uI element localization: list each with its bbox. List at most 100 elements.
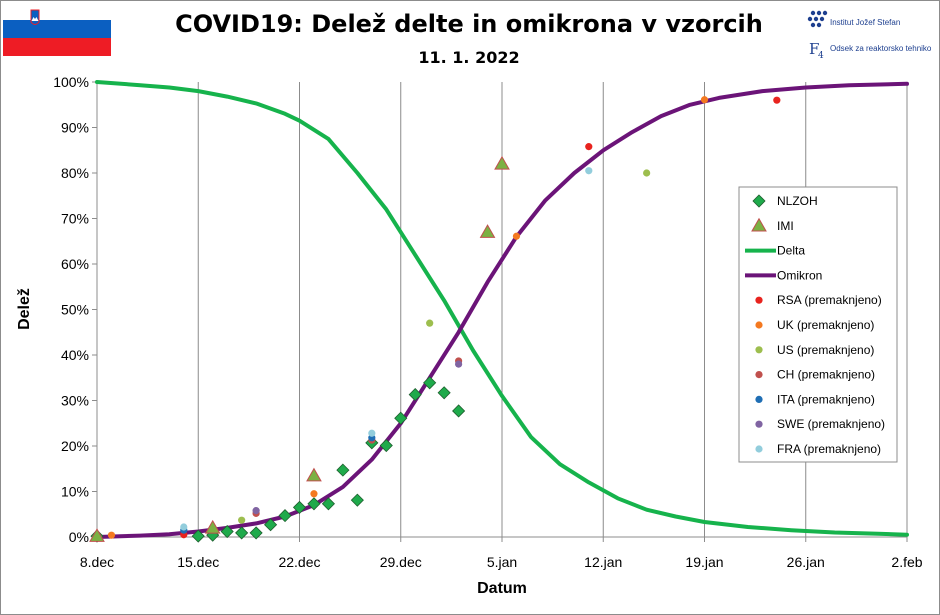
nlzoh-point [394,411,408,425]
ijs-logo-dots-icon [807,10,828,28]
legend-swatch-nlzoh [752,194,766,208]
x-tick-label: 15.dec [177,554,219,570]
x-tick-label: 12.jan [584,554,622,570]
legend-swatch-fra-premaknjeno [755,445,763,453]
nlzoh-point [292,500,307,514]
legend-label-ch-premaknjeno: CH (premaknjeno) [777,368,875,382]
flag-blue-stripe [3,20,111,38]
imi-point [204,519,221,534]
y-tick-label: 70% [61,211,89,227]
flag-white-stripe [3,3,111,20]
y-tick-label: 50% [61,302,89,318]
y-tick-label: 40% [61,347,89,363]
legend-box [738,186,898,463]
legend-swatch-rsa-premaknjeno [755,296,763,304]
x-tick-label: 26.jan [787,554,825,570]
chart-title: COVID19: Delež delte in omikrona v vzorc… [175,10,763,38]
y-tick-label: 90% [61,120,89,136]
uk-premaknjeno-point [310,490,318,498]
y-tick-label: 30% [61,393,89,409]
fra-premaknjeno-point [368,429,376,437]
legend-label-imi: IMI [777,219,794,233]
x-axis-title: Datum [477,580,527,597]
legend-swatch-ch-premaknjeno [755,371,763,379]
x-tick-labels: 8.dec 15.dec 22.dec 29.dec 5.jan 12.jan 19.jan… [80,554,923,570]
x-tick-label: 29.dec [380,554,422,570]
x-tick-label: 22.dec [278,554,320,570]
legend-label-fra-premaknjeno: FRA (premaknjeno) [777,442,881,456]
y-tick-label: 20% [61,438,89,454]
legend-label-rsa-premaknjeno: RSA (premaknjeno) [777,293,882,307]
x-tick-label: 19.jan [685,554,723,570]
f4-logo-text: Odsek za reaktorsko tehniko [830,44,932,53]
legend-label-us-premaknjeno: US (premaknjeno) [777,343,874,357]
legend-label-uk-premaknjeno: UK (premaknjeno) [777,318,874,332]
x-tick-label: 5.jan [487,554,517,570]
nlzoh-point [379,438,393,453]
f4-logo-icon-sub: 4 [818,51,824,61]
swe-premaknjeno-point [252,507,260,515]
nlzoh-point [235,526,249,540]
legend: NLZOH IMI Delta Omikron RSA (premaknjeno) UK … [738,186,898,463]
rsa-premaknjeno-point [585,143,593,151]
series-markers [89,96,781,543]
rsa-premaknjeno-point [773,96,781,104]
imi-point [494,155,510,170]
imi-point [306,467,322,482]
nlzoh-point [437,386,451,400]
legend-swatch-uk-premaknjeno [755,321,763,329]
nlzoh-point [350,493,364,507]
nlzoh-point [278,509,292,523]
fra-premaknjeno-point [180,523,188,531]
nlzoh-point [307,497,321,511]
y-tick-label: 10% [61,484,89,500]
delta-line [95,80,909,537]
nlzoh-point [249,526,263,540]
y-axis-title: Delež [16,288,33,330]
ijs-logo-text: Institut Jožef Stefan [830,18,900,27]
legend-swatch-swe-premaknjeno [755,420,763,428]
nlzoh-point [408,388,422,402]
us-premaknjeno-point [426,319,434,327]
slovenia-flag-icon [3,3,111,56]
nlzoh-point [452,404,466,418]
fra-premaknjeno-point [585,167,593,175]
legend-swatch-ita-premaknjeno [755,395,763,403]
f4-logo-icon: F [809,40,819,58]
nlzoh-point [336,463,350,477]
imi-point [479,224,496,238]
uk-premaknjeno-point [512,232,521,240]
flag-triglav [31,17,39,21]
nlzoh-point [264,518,278,532]
f4-logo: F 4 Odsek za reaktorsko tehniko [809,40,932,61]
legend-label-nlzoh: NLZOH [777,194,818,208]
nlzoh-point [321,497,335,511]
y-tick-label: 0% [69,529,89,545]
legend-label-ita-premaknjeno: ITA (premaknjeno) [777,392,875,406]
us-premaknjeno-point [238,516,246,524]
nlzoh-point [191,529,205,543]
omikron-line [95,81,909,539]
flag-red-stripe [3,38,111,56]
uk-premaknjeno-point [700,96,709,104]
y-tick-labels: 0% 10% 20% 30% 40% 50% 60% 70% 80% 90% 100% [53,74,89,545]
x-tick-label: 8.dec [80,554,114,570]
nlzoh-point [423,376,437,390]
swe-premaknjeno-point [455,360,463,368]
ijs-logo: Institut Jožef Stefan [807,10,900,28]
y-tick-label: 60% [61,256,89,272]
legend-label-omikron: Omikron [777,268,822,282]
legend-label-swe-premaknjeno: SWE (premaknjeno) [777,417,885,431]
us-premaknjeno-point [643,169,651,177]
chart-subtitle: 11. 1. 2022 [418,48,519,67]
legend-swatch-imi [751,217,767,232]
legend-swatch-us-premaknjeno [755,346,763,354]
nlzoh-point [220,524,234,539]
series-lines [95,80,909,539]
uk-premaknjeno-point [107,531,116,539]
x-tick-label: 2.feb [891,554,922,570]
imi-point [89,528,105,542]
y-tick-label: 80% [61,165,89,181]
flag-coat-of-arms [30,9,40,25]
